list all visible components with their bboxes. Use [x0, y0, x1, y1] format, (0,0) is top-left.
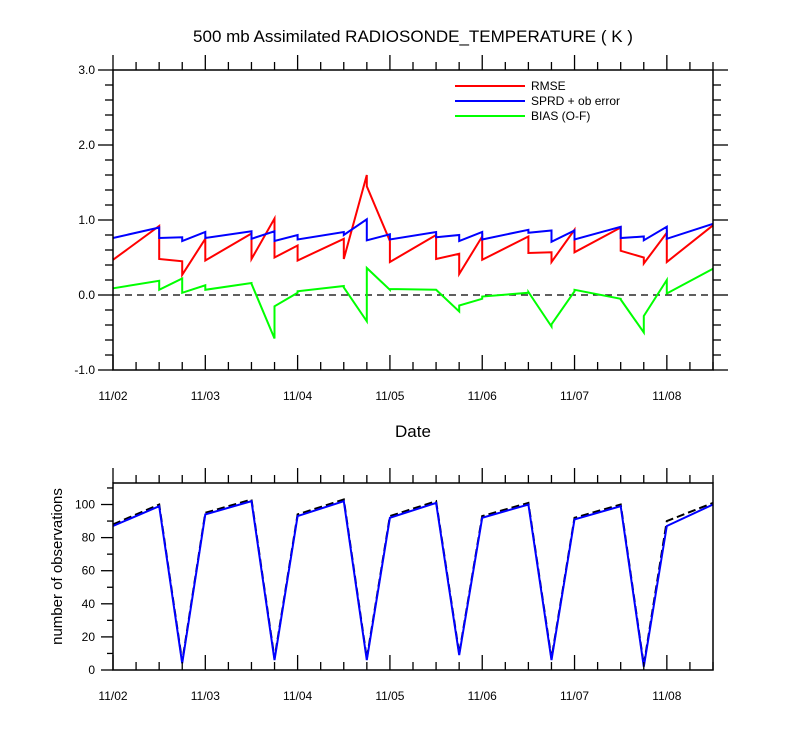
x-tick-label: 11/04 [283, 689, 312, 703]
x-tick-label: 11/02 [98, 389, 127, 403]
chart-title: 500 mb Assimilated RADIOSONDE_TEMPERATUR… [193, 27, 633, 46]
x-tick-label: 11/05 [375, 689, 404, 703]
legend-label-bias-o-f: BIAS (O-F) [531, 109, 590, 123]
x-tick-label: 11/02 [98, 689, 127, 703]
x-tick-label: 11/06 [468, 389, 497, 403]
y-tick-label: 0 [88, 663, 95, 677]
series-line-sprd-ob-error [112, 217, 714, 244]
y-tick-label: 60 [82, 564, 96, 578]
legend-label-sprd-ob-error: SPRD + ob error [531, 94, 620, 108]
y-tick-label: 100 [75, 498, 95, 512]
x-tick-label: 11/03 [191, 689, 220, 703]
y-tick-label: 2.0 [78, 138, 95, 152]
y-tick-label: 20 [82, 630, 96, 644]
x-tick-label: 11/07 [560, 389, 589, 403]
y-tick-label: 1.0 [78, 213, 95, 227]
y-tick-label: 80 [82, 531, 96, 545]
y-tick-label: -1.0 [74, 363, 95, 377]
plot-frame [112, 69, 714, 371]
x-tick-label: 11/08 [652, 389, 681, 403]
x-tick-label: 11/03 [191, 389, 220, 403]
y-axis-title: number of observations [49, 488, 66, 645]
series-line-rmse [112, 174, 714, 279]
y-tick-label: 40 [82, 597, 96, 611]
series-line-series-0 [112, 498, 714, 666]
x-tick-label: 11/08 [652, 689, 681, 703]
x-tick-label: 11/06 [468, 689, 497, 703]
y-tick-label: 3.0 [78, 63, 95, 77]
series-line-series-1 [112, 499, 714, 667]
x-tick-label: 11/04 [283, 389, 312, 403]
x-axis-title: Date [395, 422, 431, 441]
x-tick-label: 11/05 [375, 389, 404, 403]
legend-label-rmse: RMSE [531, 79, 566, 93]
x-tick-label: 11/07 [560, 689, 589, 703]
series-line-bias-o-f [112, 265, 714, 339]
y-tick-label: 0.0 [78, 288, 95, 302]
